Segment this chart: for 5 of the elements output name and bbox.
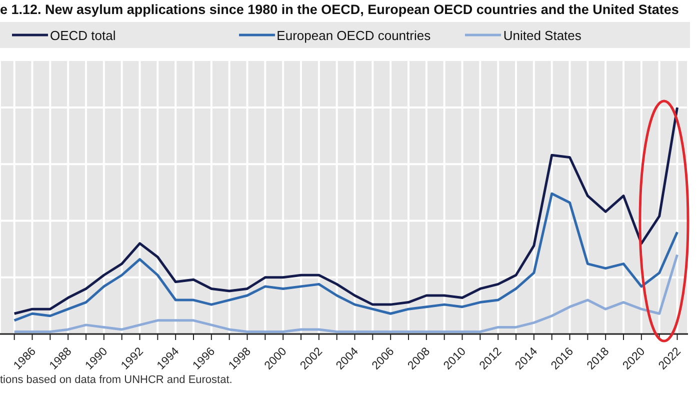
legend-label: OECD total	[50, 28, 116, 42]
chart-title: e 1.12. New asylum applications since 1980 in the OECD, European OECD countries and the United States	[0, 1, 680, 19]
legend-label: European OECD countries	[276, 28, 431, 42]
text: tions based on data from UNHCR and Eurostat.	[0, 374, 232, 386]
legend-label: United States	[503, 28, 582, 42]
